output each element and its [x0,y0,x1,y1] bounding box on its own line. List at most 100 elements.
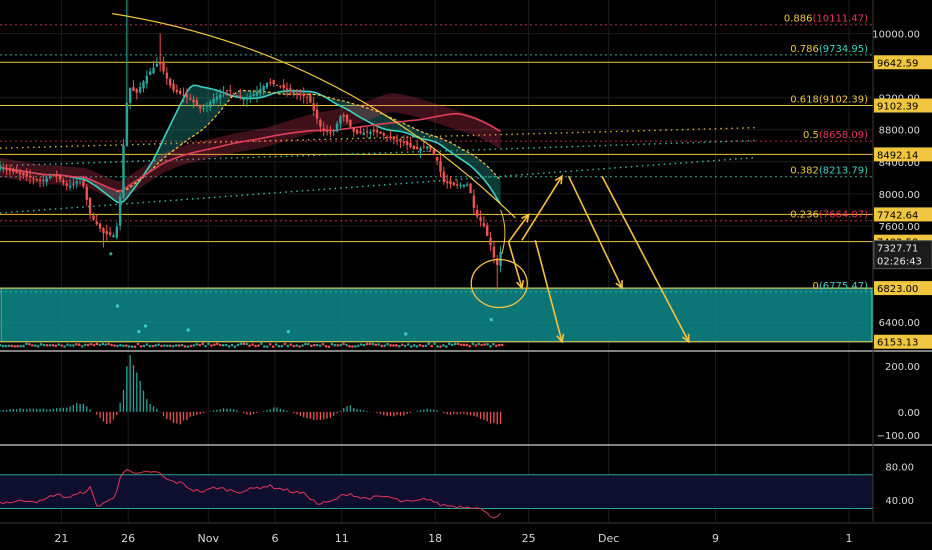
candle-body [15,170,18,174]
volume-dot [298,345,301,348]
candle-body [409,143,412,147]
volume-dot [177,344,181,347]
fib-label: 0.236(7664.07) [790,210,868,221]
volume-dot [280,344,284,348]
volume-dot [333,343,337,347]
volume-dot [448,342,451,346]
candle-body [272,80,275,84]
volume-dot [489,317,493,322]
volume-dot [489,345,492,348]
volume-dot [192,344,196,347]
volume-dot [236,343,240,347]
candle-body [215,96,219,101]
fib-label: 0.382(8213.79) [790,166,868,177]
volume-dot [483,343,486,346]
volume-dot [174,344,178,347]
volume-dot [403,344,407,348]
volume-dot [462,343,466,347]
candle-body [18,172,22,175]
fibonacci-levels: 0.886(10111.47) 0.786(9734.95) 0.618(9102.… [0,14,873,293]
candle-body [72,183,75,185]
volume-dot [268,342,272,346]
candle-body [466,184,469,186]
volume-dot [207,342,210,346]
candle-body [98,223,102,229]
volume-dot [33,344,37,347]
price-tag-label: 8492.14 [877,150,918,161]
volume-dot [345,343,348,347]
volume-dot [28,342,31,346]
volume-dot [154,344,157,347]
candle-body [389,136,392,139]
volume-dot [48,343,52,347]
volume-dot [386,342,389,346]
volume-dot [301,344,304,347]
price-tick-label: 8400.00 [879,158,920,169]
volume-dot [242,342,246,346]
price-tag-label: 6153.13 [877,338,918,349]
volume-dot [304,342,307,346]
candle-body [202,107,205,109]
candle-body [489,237,492,246]
time-tick-label: 21 [54,532,68,545]
price-tick-label: 8000.00 [879,190,920,201]
projection-arrow [507,214,530,243]
volume-dot [330,342,334,346]
candle-body [279,85,282,87]
candle-body [22,172,25,176]
candle-body [342,115,345,117]
candle-body [12,169,15,172]
oscillator-tick-label: 0.00 [898,408,920,419]
candle-body [108,232,112,235]
candle-body [128,87,132,103]
candle-body [359,131,362,134]
volume-dot [377,343,381,346]
candle-body [369,131,372,135]
candle-body [162,62,165,72]
volume-dot [260,342,263,346]
volume-dot [359,343,363,346]
candle-body [275,84,279,86]
candle-body [492,246,496,258]
volume-dot [31,344,34,347]
time-tick-label: 26 [121,532,135,545]
candle-body [455,184,459,186]
current-price-box [873,240,932,270]
volume-dot [69,344,72,347]
time-tick-label: Nov [198,532,220,545]
candle-body [62,180,65,183]
volume-dot [183,344,187,348]
volume-dot [83,343,87,347]
volume-dot [80,345,84,348]
volume-dot [327,345,331,348]
candle-body [412,145,416,149]
volume-dot [36,344,40,348]
candle-body [329,132,332,134]
candle-body [259,88,262,94]
candle-body [339,116,342,124]
time-tick-label: 18 [428,532,442,545]
candle-body [85,186,88,200]
candle-body [382,133,385,136]
volume-dot [356,344,360,348]
volume-dot [186,328,190,332]
fib-label: 0.5(8658.09) [803,130,868,141]
candle-body [92,215,95,220]
volume-dot [445,345,448,348]
candle-body [42,179,45,181]
volume-dot [180,343,184,347]
volume-dot [169,344,172,348]
volume-dot [324,344,328,348]
volume-dot [22,344,25,348]
rsi-line [0,468,501,519]
volume-dot [254,344,257,348]
volume-dot [430,344,433,348]
projection-arrowhead [681,333,690,344]
candle-body [476,210,479,217]
candle-body [78,178,82,180]
price-tag-box [874,281,932,296]
volume-dot [39,343,43,346]
candle-body [212,98,215,104]
volume-dot [171,344,175,348]
